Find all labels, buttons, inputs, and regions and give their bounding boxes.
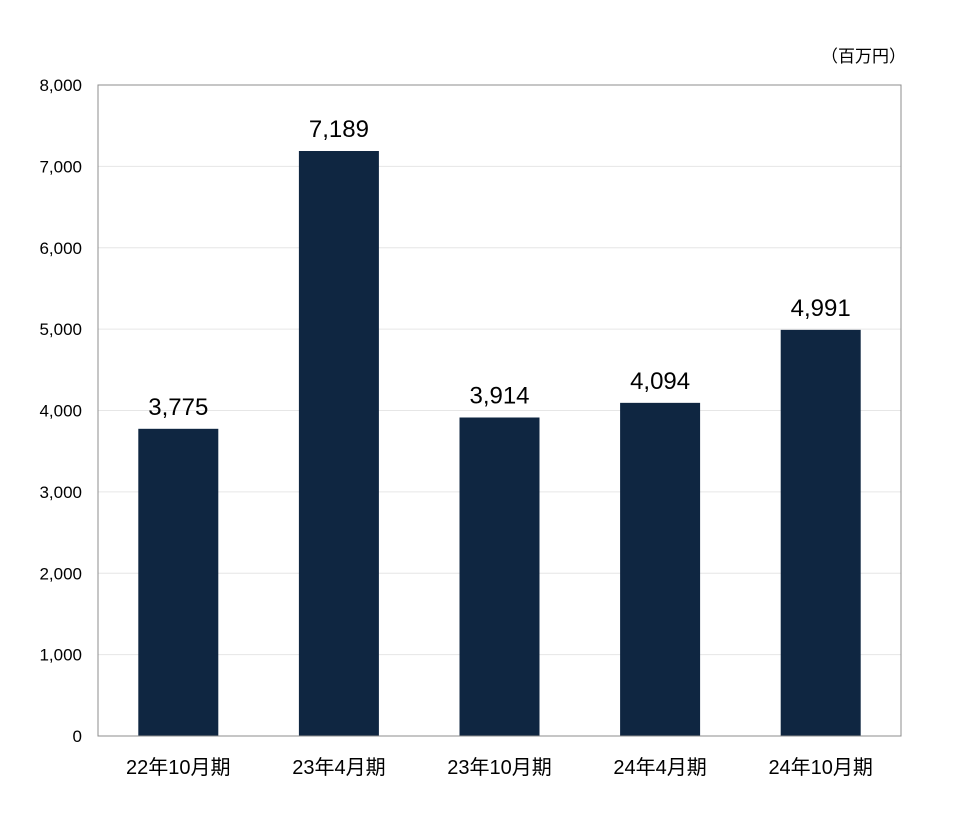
y-tick-label: 5,000 — [39, 320, 82, 339]
x-category-label: 24年10月期 — [768, 756, 873, 779]
x-category-label: 22年10月期 — [126, 756, 231, 779]
bars — [138, 150, 861, 737]
unit-label: （百万円） — [821, 47, 906, 66]
data-label: 3,775 — [148, 394, 208, 421]
x-category-label: 24年4月期 — [613, 756, 706, 779]
bar — [620, 402, 701, 736]
plot-area-frame — [97, 84, 902, 737]
y-tick-label: 4,000 — [39, 402, 82, 421]
data-label: 4,991 — [791, 295, 851, 322]
bar — [298, 150, 379, 737]
x-category-label: 23年4月期 — [292, 756, 385, 779]
bar — [780, 329, 861, 736]
y-tick-label: 6,000 — [39, 239, 82, 258]
x-axis-category-labels: 22年10月期 23年4月期 23年10月期 24年4月期 24年10月期 — [126, 756, 873, 779]
data-label: 4,094 — [630, 368, 690, 395]
y-tick-label: 3,000 — [39, 483, 82, 502]
x-category-label: 23年10月期 — [447, 756, 552, 779]
y-tick-label: 1,000 — [39, 646, 82, 665]
y-tick-label: 7,000 — [39, 157, 82, 176]
data-labels: 3,775 7,189 3,914 4,094 4,991 — [148, 116, 850, 421]
y-tick-label: 2,000 — [39, 564, 82, 583]
y-tick-label: 0 — [73, 727, 82, 746]
y-tick-label: 8,000 — [39, 76, 82, 95]
bar — [459, 417, 540, 736]
data-label: 3,914 — [469, 382, 529, 409]
bar — [138, 428, 219, 736]
data-label: 7,189 — [309, 116, 369, 143]
y-axis-tick-labels: 0 1,000 2,000 3,000 4,000 5,000 6,000 7,000 8,00… — [39, 76, 82, 746]
